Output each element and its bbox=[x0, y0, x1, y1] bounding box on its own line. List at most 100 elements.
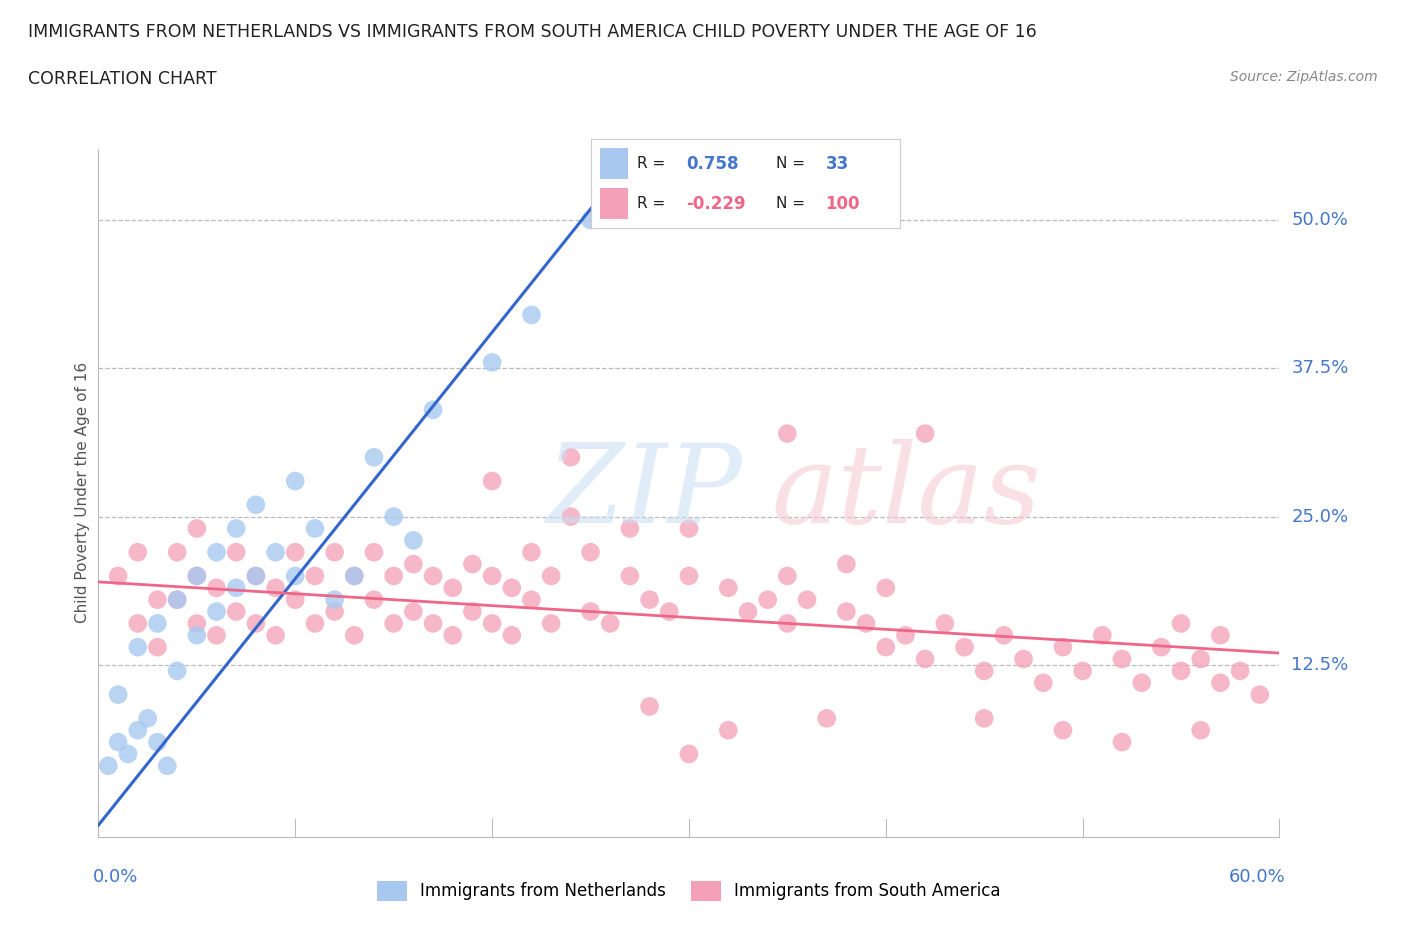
Point bbox=[323, 592, 346, 607]
Point bbox=[875, 640, 897, 655]
Point bbox=[560, 450, 582, 465]
Point bbox=[127, 616, 149, 631]
Point bbox=[245, 568, 267, 583]
Point bbox=[678, 568, 700, 583]
Point bbox=[1209, 628, 1232, 643]
Point bbox=[422, 616, 444, 631]
Point bbox=[156, 758, 179, 773]
Text: 25.0%: 25.0% bbox=[1291, 508, 1348, 525]
Point bbox=[914, 652, 936, 667]
Point bbox=[1249, 687, 1271, 702]
Point bbox=[402, 557, 425, 572]
Point bbox=[520, 545, 543, 560]
Point bbox=[737, 604, 759, 619]
Point bbox=[225, 604, 247, 619]
Point bbox=[717, 580, 740, 595]
Point bbox=[934, 616, 956, 631]
Point bbox=[284, 545, 307, 560]
Point bbox=[284, 592, 307, 607]
Point bbox=[1111, 652, 1133, 667]
Point bbox=[304, 521, 326, 536]
Point bbox=[146, 735, 169, 750]
Point bbox=[323, 545, 346, 560]
Point bbox=[1071, 663, 1094, 678]
Point bbox=[146, 616, 169, 631]
Point bbox=[343, 568, 366, 583]
Point bbox=[245, 568, 267, 583]
Point bbox=[540, 568, 562, 583]
Point bbox=[481, 616, 503, 631]
Point bbox=[382, 616, 405, 631]
Bar bbox=[600, 149, 627, 179]
Point bbox=[245, 498, 267, 512]
Y-axis label: Child Poverty Under the Age of 16: Child Poverty Under the Age of 16 bbox=[75, 363, 90, 623]
Point bbox=[304, 616, 326, 631]
Point bbox=[776, 426, 799, 441]
Point bbox=[107, 568, 129, 583]
Point bbox=[146, 640, 169, 655]
Point bbox=[186, 628, 208, 643]
Point bbox=[973, 711, 995, 725]
Point bbox=[776, 568, 799, 583]
Point bbox=[579, 604, 602, 619]
Point bbox=[127, 545, 149, 560]
Point bbox=[658, 604, 681, 619]
Text: ZIP: ZIP bbox=[547, 439, 744, 547]
Point bbox=[894, 628, 917, 643]
Point bbox=[127, 723, 149, 737]
Point bbox=[481, 355, 503, 370]
Point bbox=[1170, 663, 1192, 678]
Point bbox=[776, 616, 799, 631]
Point bbox=[441, 580, 464, 595]
Legend: Immigrants from Netherlands, Immigrants from South America: Immigrants from Netherlands, Immigrants … bbox=[370, 874, 1008, 908]
Point bbox=[245, 616, 267, 631]
Point bbox=[481, 568, 503, 583]
Point bbox=[914, 426, 936, 441]
Point bbox=[117, 747, 139, 762]
Point bbox=[107, 687, 129, 702]
Point bbox=[1012, 652, 1035, 667]
Text: IMMIGRANTS FROM NETHERLANDS VS IMMIGRANTS FROM SOUTH AMERICA CHILD POVERTY UNDER: IMMIGRANTS FROM NETHERLANDS VS IMMIGRANT… bbox=[28, 23, 1036, 41]
Point bbox=[225, 580, 247, 595]
Point bbox=[579, 545, 602, 560]
Point bbox=[225, 545, 247, 560]
Bar bbox=[600, 188, 627, 219]
Point bbox=[953, 640, 976, 655]
Point bbox=[579, 213, 602, 228]
Point bbox=[678, 521, 700, 536]
Text: R =: R = bbox=[637, 156, 665, 171]
Point bbox=[875, 580, 897, 595]
Point bbox=[186, 521, 208, 536]
Text: 12.5%: 12.5% bbox=[1291, 656, 1348, 674]
Point bbox=[461, 557, 484, 572]
Point bbox=[402, 604, 425, 619]
Point bbox=[855, 616, 877, 631]
Point bbox=[1032, 675, 1054, 690]
Point bbox=[520, 592, 543, 607]
Text: -0.229: -0.229 bbox=[686, 194, 747, 213]
Point bbox=[166, 592, 188, 607]
Point bbox=[363, 450, 385, 465]
Text: 0.0%: 0.0% bbox=[93, 868, 138, 886]
Point bbox=[540, 616, 562, 631]
Point bbox=[205, 628, 228, 643]
Point bbox=[973, 663, 995, 678]
Point bbox=[520, 308, 543, 323]
Point bbox=[136, 711, 159, 725]
Point bbox=[343, 568, 366, 583]
Point bbox=[422, 568, 444, 583]
Point bbox=[186, 568, 208, 583]
Point bbox=[284, 568, 307, 583]
Point bbox=[1052, 723, 1074, 737]
Point bbox=[1189, 652, 1212, 667]
Point bbox=[638, 699, 661, 714]
Point bbox=[402, 533, 425, 548]
Point bbox=[323, 604, 346, 619]
Point bbox=[422, 403, 444, 418]
Point bbox=[1229, 663, 1251, 678]
Point bbox=[835, 557, 858, 572]
Text: CORRELATION CHART: CORRELATION CHART bbox=[28, 70, 217, 87]
Point bbox=[619, 568, 641, 583]
Point bbox=[501, 628, 523, 643]
Point bbox=[186, 616, 208, 631]
